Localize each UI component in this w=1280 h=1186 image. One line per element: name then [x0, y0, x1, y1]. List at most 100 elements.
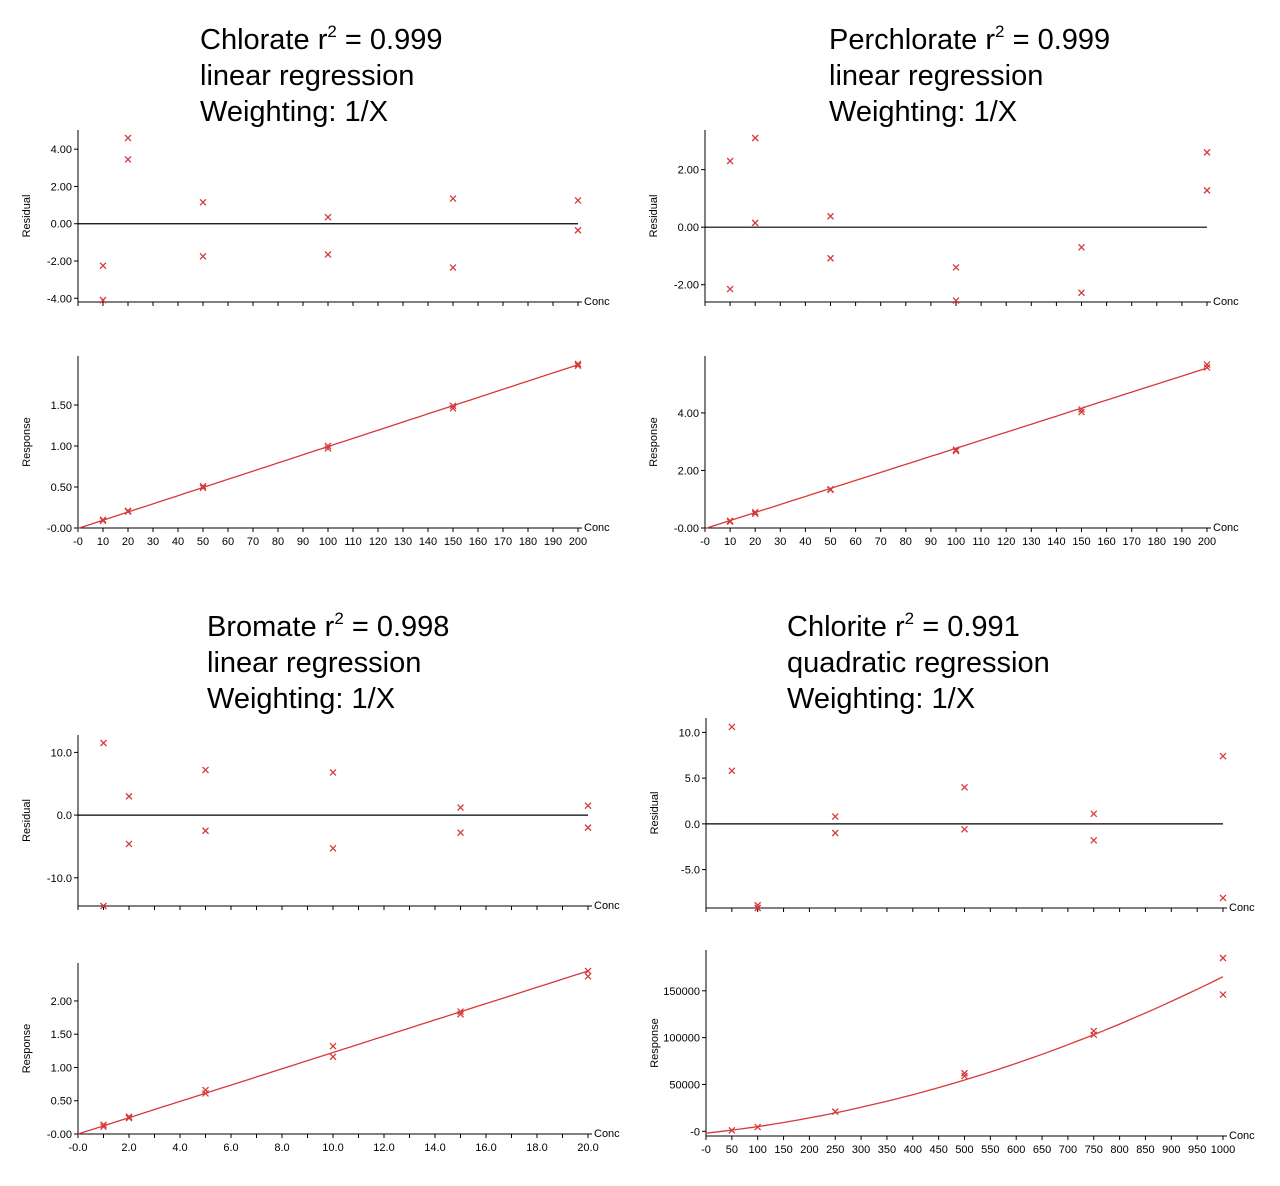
fit-line	[705, 976, 1224, 1134]
r2-superscript: 2	[327, 22, 337, 41]
data-point	[1090, 836, 1098, 844]
data-point	[1203, 186, 1211, 194]
data-point	[1090, 1031, 1098, 1039]
x-tick-label: 10	[724, 536, 736, 548]
y-tick-label: 50000	[669, 1079, 700, 1091]
y-tick-label: -0	[690, 1126, 700, 1138]
perchlorate-plots: 2.00 0.00 -2.00 Conc Residual 4.00 2.00 -0.00-0…	[648, 130, 1239, 548]
response-plot: 4.00 2.00 -0.00-0 10 20 30 40 50 60 70 80 90 100 110 1…	[648, 356, 1239, 548]
y-tick-label: 10.0	[679, 727, 700, 739]
regression-type: quadratic regression	[787, 647, 1050, 679]
x-tick-label: 250	[826, 1144, 844, 1156]
x-tick-label: 170	[1123, 536, 1141, 548]
chlorate-panel: Chlorate r2 = 0.999 linear regression We…	[0, 0, 640, 593]
y-axis-label: Residual	[648, 195, 660, 238]
analyte-name: Chlorate	[200, 24, 310, 56]
y-tick-label: 10.0	[51, 747, 72, 759]
x-tick-label: 600	[1007, 1144, 1025, 1156]
x-axis-label: Conc	[1229, 1130, 1255, 1142]
x-axis-label: Conc	[1213, 296, 1239, 308]
y-tick-label: 2.00	[678, 165, 699, 177]
y-tick-label: 100000	[663, 1033, 700, 1045]
x-tick-label: 190	[1173, 536, 1191, 548]
y-axis-label: Residual	[21, 195, 33, 238]
data-point	[831, 1108, 839, 1116]
x-tick-label: 190	[544, 536, 562, 548]
data-point	[199, 252, 207, 260]
y-tick-label: 150000	[663, 986, 700, 998]
r2-symbol: r	[324, 611, 335, 643]
data-point	[754, 1123, 762, 1131]
data-point	[961, 1069, 968, 1077]
y-tick-label: -0.00	[47, 1129, 72, 1141]
x-tick-label: 20	[749, 536, 761, 548]
data-point	[574, 196, 582, 204]
data-point	[99, 517, 107, 525]
data-point	[751, 510, 759, 518]
y-tick-label: -5.0	[681, 865, 700, 877]
x-tick-label: 50	[726, 1144, 738, 1156]
x-tick-label: 50	[824, 536, 836, 548]
x-tick-label: 200	[800, 1144, 818, 1156]
residual-plot: 4.00 2.00 0.00 -2.00 -4.00 Conc Residual	[21, 130, 610, 308]
regression-type: linear regression	[200, 60, 415, 92]
data-point	[1203, 361, 1211, 369]
x-tick-label: 4.0	[172, 1142, 187, 1154]
data-point	[449, 195, 457, 203]
x-tick-label: 150	[1072, 536, 1090, 548]
r2-superscript: 2	[904, 609, 915, 628]
y-tick-label: 4.00	[51, 144, 72, 156]
data-point	[124, 508, 132, 516]
x-tick-label: 150	[444, 536, 462, 548]
y-tick-label: -2.00	[47, 256, 72, 268]
x-tick-label: 650	[1033, 1144, 1051, 1156]
y-tick-label: 2.00	[678, 465, 699, 477]
x-axis-label: Conc	[594, 900, 620, 912]
x-tick-label: -0	[700, 536, 710, 548]
x-tick-label: 170	[494, 536, 512, 548]
x-tick-label: 1000	[1211, 1144, 1235, 1156]
y-tick-label: 0.50	[51, 1096, 72, 1108]
regression-type: linear regression	[207, 647, 422, 679]
y-tick-label: -4.00	[47, 293, 72, 305]
data-point	[125, 1114, 133, 1122]
panel-title: Perchlorate r2 = 0.999 linear regression…	[829, 22, 1110, 130]
data-point	[1078, 408, 1085, 416]
x-tick-label: 550	[981, 1144, 999, 1156]
data-point	[100, 1121, 107, 1129]
y-axis-label: Response	[649, 1018, 661, 1068]
y-tick-label: 4.00	[678, 408, 699, 420]
x-tick-label: 20.0	[577, 1142, 598, 1154]
x-tick-label: 10	[97, 536, 109, 548]
data-point	[1219, 752, 1227, 760]
x-tick-label: 70	[247, 536, 259, 548]
analyte-name: Bromate	[207, 611, 317, 643]
bromate-plots: 10.0 0.0 -10.0 Conc Residual 2.00 1.50 1.00 0.50…	[21, 735, 620, 1154]
x-tick-label: 18.0	[526, 1142, 547, 1154]
chlorite-plots: 10.0 5.0 0.0 -5.0 Conc Residual 150000 100000 50…	[649, 718, 1255, 1156]
data-point	[329, 769, 337, 776]
data-point	[199, 484, 207, 492]
x-axis-label: Conc	[594, 1128, 620, 1140]
x-axis-label: Conc	[584, 296, 610, 308]
y-axis-label: Residual	[21, 799, 33, 842]
data-point	[754, 901, 762, 909]
weighting-label: Weighting: 1/X	[787, 683, 976, 715]
x-tick-label: -0	[701, 1144, 711, 1156]
r2-superscript: 2	[995, 22, 1005, 41]
data-point	[827, 254, 834, 262]
fit-line	[77, 970, 589, 1135]
x-axis-label: Conc	[1229, 902, 1255, 914]
data-point	[831, 829, 839, 837]
data-point	[329, 844, 337, 852]
x-tick-label: 110	[344, 536, 362, 548]
x-tick-label: 950	[1188, 1144, 1206, 1156]
y-tick-label: 0.0	[685, 819, 700, 831]
x-tick-label: 12.0	[373, 1142, 394, 1154]
data-point	[457, 829, 464, 837]
x-tick-label: 30	[774, 536, 786, 548]
x-tick-label: 750	[1085, 1144, 1103, 1156]
data-point	[584, 967, 592, 975]
data-point	[125, 840, 133, 848]
data-point	[100, 902, 107, 910]
